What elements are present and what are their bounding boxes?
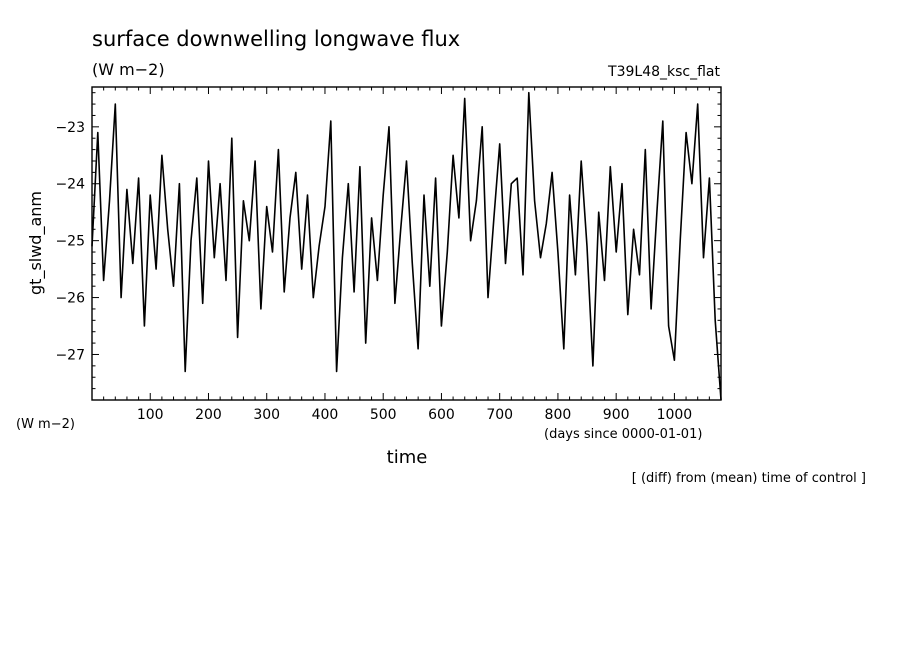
x-tick-label: 300: [253, 407, 280, 423]
y-axis-label: gt_slwd_anm: [26, 191, 46, 295]
x-tick-label: 400: [312, 407, 339, 423]
y-tick-label: −26: [55, 291, 85, 307]
series-line: [91, 91, 722, 401]
x-tick-label: 700: [486, 407, 513, 423]
plot-area: 100 200 300 400 500 600 700 800 900 1000 −27−26−2…: [55, 86, 722, 423]
y-tick-label: −27: [55, 347, 85, 363]
run-label: T39L48_ksc_flat: [607, 64, 720, 80]
x-tick-label: 500: [370, 407, 397, 423]
x-tick-label: 800: [545, 407, 572, 423]
y-axis: −27 −26 −25 −24 −23: [55, 92, 721, 390]
y-axis-units: (W m−2): [16, 417, 75, 432]
x-axis-label: time: [387, 447, 428, 468]
y-tick-label: −24: [55, 177, 85, 193]
chart-title: surface downwelling longwave flux: [92, 27, 460, 51]
y-tick-label: −25: [55, 234, 85, 250]
x-axis-units: (days since 0000-01-01): [544, 427, 702, 442]
y-tick-label: −23: [55, 120, 85, 136]
series-line-group: [91, 91, 722, 401]
x-axis: 100 200 300 400 500 600 700 800 900 1000: [103, 87, 710, 423]
footnote: [ (diff) from (mean) time of control ]: [632, 471, 866, 486]
x-tick-label: 900: [603, 407, 630, 423]
x-tick-label: 200: [195, 407, 222, 423]
x-tick-label: 100: [137, 407, 164, 423]
x-tick-label: 1000: [657, 407, 693, 423]
chart-title-units: (W m−2): [92, 60, 165, 79]
x-tick-label: 600: [428, 407, 455, 423]
